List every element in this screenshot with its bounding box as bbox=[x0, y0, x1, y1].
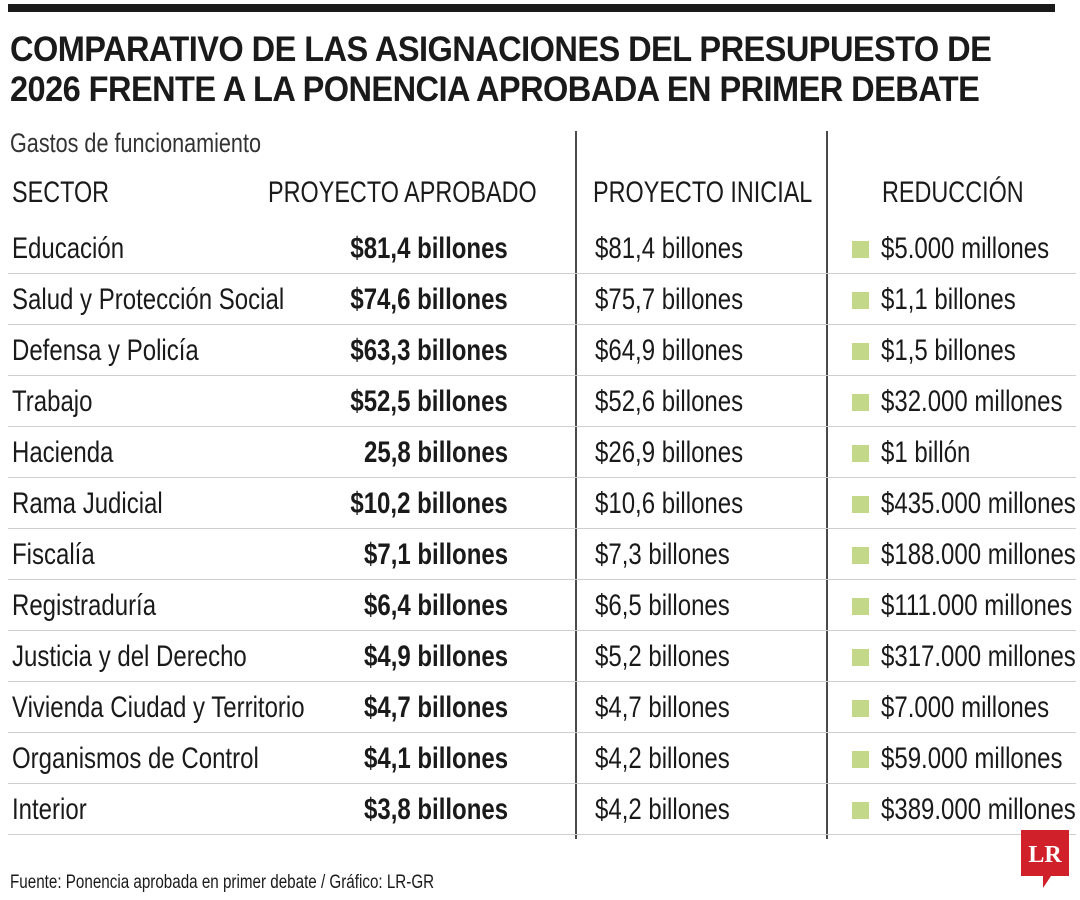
cell-proyecto-inicial: $26,9 billones bbox=[595, 436, 744, 469]
reduction-swatch-icon bbox=[852, 547, 869, 564]
top-rule bbox=[8, 4, 1055, 12]
page-title: COMPARATIVO DE LAS ASIGNACIONES DEL PRES… bbox=[10, 30, 996, 110]
table-row: Interior $3,8 billones $4,2 billones $389.0… bbox=[0, 784, 1080, 835]
table-row: Educación $81,4 billones $81,4 billones $5.… bbox=[0, 223, 1080, 274]
cell-reduccion: $111.000 millones bbox=[881, 589, 1073, 622]
cell-proyecto-aprobado: $81,4 billones bbox=[350, 232, 508, 265]
cell-reduccion: $435.000 millones bbox=[881, 487, 1076, 520]
cell-reduccion: $1,1 billones bbox=[881, 283, 1016, 316]
reduction-swatch-icon bbox=[852, 700, 869, 717]
cell-reduccion: $1 billón bbox=[881, 436, 971, 469]
reduction-swatch-icon bbox=[852, 496, 869, 513]
reduction-swatch-icon bbox=[852, 394, 869, 411]
cell-proyecto-aprobado: $4,1 billones bbox=[363, 742, 508, 775]
title-line-2: 2026 FRENTE A LA PONENCIA APROBADA EN PR… bbox=[10, 70, 980, 109]
table-row: Organismos de Control $4,1 billones $4,2 b… bbox=[0, 733, 1080, 784]
cell-sector: Educación bbox=[12, 232, 125, 265]
cell-reduccion: $317.000 millones bbox=[881, 640, 1076, 673]
cell-reduccion: $32.000 millones bbox=[881, 385, 1063, 418]
cell-proyecto-inicial: $6,5 billones bbox=[595, 589, 730, 622]
logo-text: LR bbox=[1028, 842, 1062, 868]
table-row: Salud y Protección Social $74,6 billones $… bbox=[0, 274, 1080, 325]
column-divider-2 bbox=[826, 131, 828, 839]
title-line-1: COMPARATIVO DE LAS ASIGNACIONES DEL PRES… bbox=[10, 30, 992, 69]
cell-reduccion: $59.000 millones bbox=[881, 742, 1063, 775]
cell-reduccion: $7.000 millones bbox=[881, 691, 1050, 724]
cell-proyecto-inicial: $64,9 billones bbox=[595, 334, 744, 367]
cell-reduccion: $389.000 millones bbox=[881, 793, 1076, 826]
cell-proyecto-aprobado: $4,9 billones bbox=[363, 640, 508, 673]
cell-proyecto-aprobado: 25,8 billones bbox=[363, 436, 508, 469]
cell-sector: Vivienda Ciudad y Territorio bbox=[12, 691, 305, 724]
column-divider-1 bbox=[575, 131, 577, 839]
table-row: Fiscalía $7,1 billones $7,3 billones $188.0… bbox=[0, 529, 1080, 580]
cell-proyecto-aprobado: $4,7 billones bbox=[363, 691, 508, 724]
header-reduccion: REDUCCIÓN bbox=[882, 176, 1024, 209]
table-row: Vivienda Ciudad y Territorio $4,7 billone… bbox=[0, 682, 1080, 733]
table-row: Trabajo $52,5 billones $52,6 billones $32.0… bbox=[0, 376, 1080, 427]
reduction-swatch-icon bbox=[852, 598, 869, 615]
cell-proyecto-inicial: $10,6 billones bbox=[595, 487, 744, 520]
cell-proyecto-inicial: $4,7 billones bbox=[595, 691, 730, 724]
cell-sector: Defensa y Policía bbox=[12, 334, 199, 367]
table-row: Justicia y del Derecho $4,9 billones $5,2 … bbox=[0, 631, 1080, 682]
cell-proyecto-inicial: $81,4 billones bbox=[595, 232, 744, 265]
reduction-swatch-icon bbox=[852, 292, 869, 309]
cell-proyecto-inicial: $5,2 billones bbox=[595, 640, 730, 673]
cell-sector: Hacienda bbox=[12, 436, 114, 469]
header-proyecto-aprobado: PROYECTO APROBADO bbox=[268, 176, 537, 209]
cell-proyecto-inicial: $4,2 billones bbox=[595, 742, 730, 775]
cell-sector: Fiscalía bbox=[12, 538, 95, 571]
cell-reduccion: $5.000 millones bbox=[881, 232, 1050, 265]
source-note: Fuente: Ponencia aprobada en primer deba… bbox=[10, 872, 435, 893]
cell-sector: Rama Judicial bbox=[12, 487, 163, 520]
subtitle: Gastos de funcionamiento bbox=[10, 128, 261, 158]
cell-sector: Registraduría bbox=[12, 589, 157, 622]
cell-sector: Salud y Protección Social bbox=[12, 283, 285, 316]
reduction-swatch-icon bbox=[852, 241, 869, 258]
cell-proyecto-inicial: $52,6 billones bbox=[595, 385, 744, 418]
table-row: Hacienda 25,8 billones $26,9 billones $1 bi… bbox=[0, 427, 1080, 478]
cell-proyecto-inicial: $4,2 billones bbox=[595, 793, 730, 826]
table-body: Educación $81,4 billones $81,4 billones $5.… bbox=[0, 223, 1080, 835]
cell-proyecto-aprobado: $10,2 billones bbox=[350, 487, 508, 520]
cell-proyecto-aprobado: $52,5 billones bbox=[350, 385, 508, 418]
table-row: Registraduría $6,4 billones $6,5 billones $… bbox=[0, 580, 1080, 631]
table-row: Rama Judicial $10,2 billones $10,6 billone… bbox=[0, 478, 1080, 529]
header-sector: SECTOR bbox=[12, 176, 110, 209]
cell-proyecto-aprobado: $74,6 billones bbox=[350, 283, 508, 316]
cell-reduccion: $1,5 billones bbox=[881, 334, 1016, 367]
table-row: Defensa y Policía $63,3 billones $64,9 bil… bbox=[0, 325, 1080, 376]
reduction-swatch-icon bbox=[852, 445, 869, 462]
cell-sector: Organismos de Control bbox=[12, 742, 259, 775]
cell-sector: Trabajo bbox=[12, 385, 93, 418]
reduction-swatch-icon bbox=[852, 343, 869, 360]
cell-sector: Interior bbox=[12, 793, 87, 826]
cell-proyecto-aprobado: $63,3 billones bbox=[350, 334, 508, 367]
cell-sector: Justicia y del Derecho bbox=[12, 640, 247, 673]
cell-reduccion: $188.000 millones bbox=[881, 538, 1076, 571]
cell-proyecto-inicial: $75,7 billones bbox=[595, 283, 744, 316]
header-proyecto-inicial: PROYECTO INICIAL bbox=[593, 176, 813, 209]
cell-proyecto-aprobado: $3,8 billones bbox=[363, 793, 508, 826]
reduction-swatch-icon bbox=[852, 649, 869, 666]
lr-logo: LR bbox=[1021, 830, 1069, 888]
reduction-swatch-icon bbox=[852, 802, 869, 819]
cell-proyecto-aprobado: $7,1 billones bbox=[363, 538, 508, 571]
cell-proyecto-inicial: $7,3 billones bbox=[595, 538, 730, 571]
cell-proyecto-aprobado: $6,4 billones bbox=[363, 589, 508, 622]
reduction-swatch-icon bbox=[852, 751, 869, 768]
